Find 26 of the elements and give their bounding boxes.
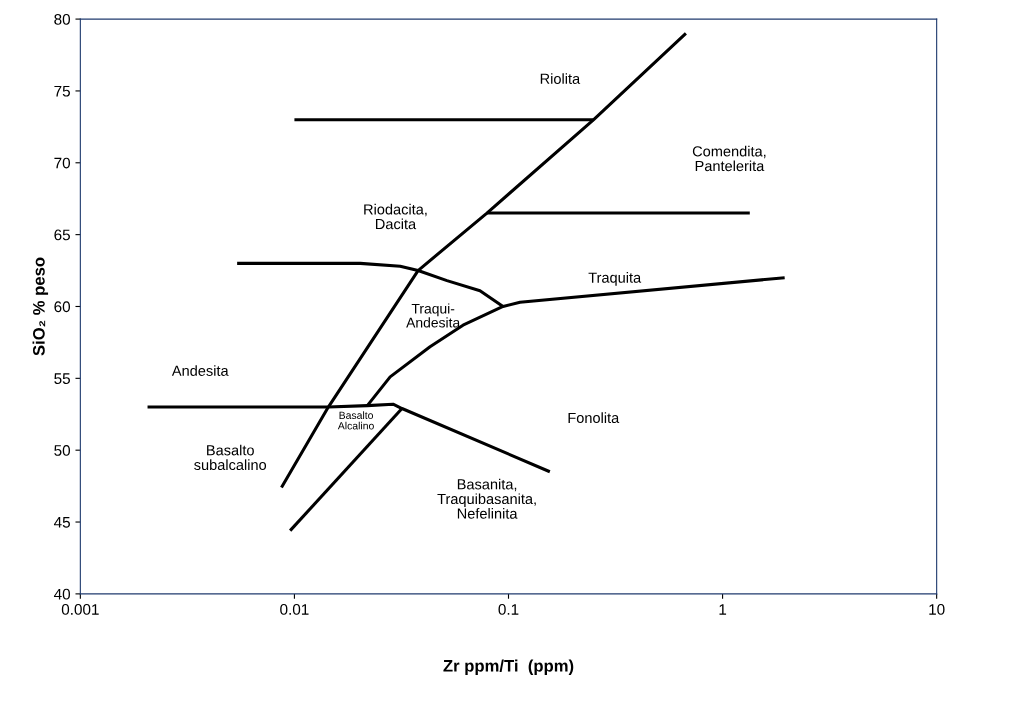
y-tick-label: 55 xyxy=(54,373,70,385)
annotation: Riolita xyxy=(540,73,581,84)
y-tick-label: 75 xyxy=(54,85,70,97)
x-tick-label: 0.1 xyxy=(498,604,519,615)
annotation: Basalto subalcalino xyxy=(194,444,267,471)
y-tick-label: 60 xyxy=(54,301,71,313)
annotation: Fonolita xyxy=(568,412,620,424)
annotation: Basanita, Traquibasanita, Nefelinita xyxy=(437,478,536,519)
x-tick-label: 0.001 xyxy=(61,604,99,615)
y-tick-label: 70 xyxy=(54,157,71,169)
x-tick-label: 1 xyxy=(719,604,727,615)
x-axis-title: Zr ppm/Ti (ppm) xyxy=(443,659,574,676)
annotation: Riodacita, Dacita xyxy=(364,203,427,230)
annotation: Comendita, Pantelerita xyxy=(692,145,766,172)
annotation: Traqui- Andesita xyxy=(406,303,461,328)
y-tick-label: 45 xyxy=(53,517,70,528)
annotation: Traquita xyxy=(588,272,642,286)
y-tick-label: 40 xyxy=(53,588,71,600)
annotation: Basalto Alcalino xyxy=(337,411,374,430)
x-tick-label: 0.01 xyxy=(280,604,309,615)
y-tick-label: 80 xyxy=(54,13,71,25)
y-tick-label: 65 xyxy=(54,229,70,241)
annotation: Andesita xyxy=(171,365,229,376)
y-axis-title: SiO₂ % peso xyxy=(32,257,49,356)
x-tick-label: 10 xyxy=(929,604,945,615)
y-tick-label: 50 xyxy=(54,445,71,456)
